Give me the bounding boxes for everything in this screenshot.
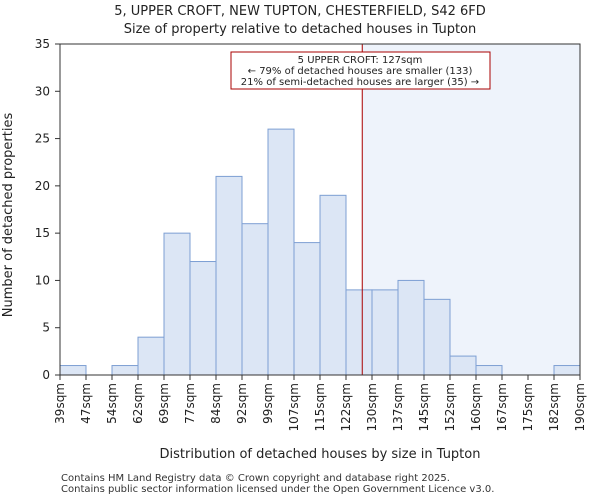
chart-subtitle: Size of property relative to detached ho… — [124, 22, 477, 37]
histogram-bar — [475, 365, 503, 376]
x-tick-label: 115sqm — [313, 383, 327, 431]
histogram-bar — [267, 128, 295, 376]
annotation-line-1: 5 UPPER CROFT: 127sqm — [298, 55, 423, 66]
x-tick-label: 107sqm — [287, 383, 301, 431]
histogram-bar — [397, 279, 425, 376]
x-tick-label: 99sqm — [261, 383, 275, 424]
y-tick-label: 0 — [42, 368, 50, 382]
x-tick-label: 39sqm — [53, 383, 67, 424]
chart-title: 5, UPPER CROFT, NEW TUPTON, CHESTERFIELD… — [114, 4, 486, 19]
y-tick-label: 15 — [35, 226, 50, 240]
footer-line-2: Contains public sector information licen… — [61, 484, 495, 495]
histogram-bar — [449, 355, 477, 376]
histogram-bar — [345, 289, 373, 376]
y-tick-label: 35 — [35, 37, 50, 51]
histogram-bar — [319, 194, 347, 376]
x-tick-label: 54sqm — [105, 383, 119, 424]
histogram-bar — [111, 365, 139, 376]
histogram-bar — [163, 232, 191, 376]
histogram-bar — [137, 336, 165, 376]
y-tick-label: 10 — [35, 273, 50, 287]
x-tick-label: 160sqm — [469, 383, 483, 431]
x-tick-label: 69sqm — [157, 383, 171, 424]
x-tick-label: 47sqm — [79, 383, 93, 424]
y-tick-label: 20 — [35, 179, 50, 193]
histogram-bar — [293, 242, 321, 376]
y-tick-label: 30 — [35, 84, 50, 98]
annotation-frame — [230, 51, 491, 90]
histogram-bar — [59, 365, 87, 376]
histogram-bar — [189, 261, 217, 376]
y-tick-label: 5 — [42, 321, 50, 335]
histogram-bar — [423, 298, 451, 376]
x-tick-label: 84sqm — [209, 383, 223, 424]
x-tick-label: 137sqm — [391, 383, 405, 431]
annotation-box: 5 UPPER CROFT: 127sqm ← 79% of detached … — [230, 51, 491, 90]
x-tick-label: 167sqm — [495, 383, 509, 431]
x-tick-label: 190sqm — [573, 383, 587, 431]
footer-line-1: Contains HM Land Registry data © Crown c… — [61, 473, 450, 484]
x-tick-label: 175sqm — [521, 383, 535, 431]
x-tick-label: 92sqm — [235, 383, 249, 424]
x-tick-label: 62sqm — [131, 383, 145, 424]
y-axis-label: Number of detached properties — [1, 113, 16, 318]
histogram-bar — [553, 365, 581, 376]
annotation-line-2: ← 79% of detached houses are smaller (13… — [248, 66, 473, 77]
y-tick-label: 25 — [35, 132, 50, 146]
x-tick-label: 130sqm — [365, 383, 379, 431]
histogram-bar — [241, 223, 269, 376]
x-axis-label: Distribution of detached houses by size … — [160, 447, 481, 462]
x-tick-label: 122sqm — [339, 383, 353, 431]
x-tick-label: 77sqm — [183, 383, 197, 424]
x-tick-label: 145sqm — [417, 383, 431, 431]
histogram-bar — [371, 289, 399, 376]
x-tick-label: 182sqm — [547, 383, 561, 431]
histogram-bar — [215, 175, 243, 376]
x-tick-label: 152sqm — [443, 383, 457, 431]
annotation-line-3: 21% of semi-detached houses are larger (… — [241, 77, 479, 88]
